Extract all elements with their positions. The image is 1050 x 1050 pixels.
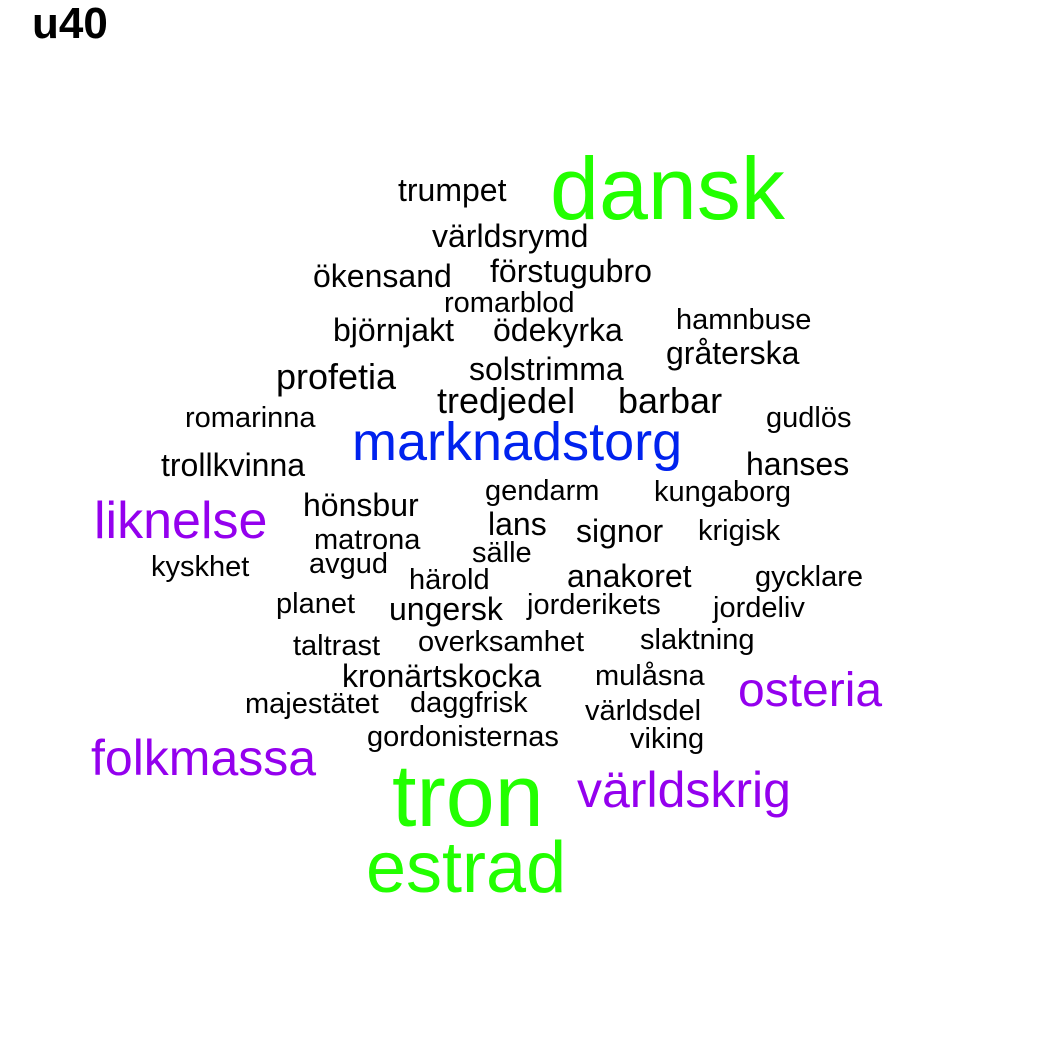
- cloud-word: krigisk: [698, 515, 781, 547]
- cloud-word: estrad: [366, 828, 567, 908]
- cloud-word: majestätet: [245, 688, 379, 720]
- page-title: u40: [32, 0, 108, 48]
- cloud-word: planet: [276, 588, 356, 620]
- cloud-word: romarinna: [185, 402, 316, 434]
- cloud-word: daggfrisk: [410, 687, 528, 719]
- cloud-word: världsdel: [585, 695, 702, 727]
- cloud-word: ökensand: [313, 258, 452, 294]
- cloud-word: overksamhet: [418, 626, 585, 658]
- cloud-word: härold: [409, 564, 490, 596]
- cloud-word: gudlös: [766, 402, 852, 434]
- cloud-word: barbar: [618, 380, 723, 421]
- cloud-word: folkmassa: [91, 730, 317, 786]
- cloud-word: solstrimma: [469, 351, 624, 387]
- cloud-word: hanses: [746, 446, 850, 482]
- cloud-word: kyskhet: [151, 551, 250, 583]
- cloud-word: marknadstorg: [352, 412, 683, 472]
- cloud-word: världskrig: [577, 762, 791, 818]
- cloud-word: hamnbuse: [676, 304, 812, 336]
- cloud-word: osteria: [738, 664, 883, 717]
- cloud-word: björnjakt: [333, 312, 454, 348]
- cloud-word: trollkvinna: [161, 447, 306, 483]
- cloud-word: romarblod: [444, 287, 575, 319]
- cloud-word: gråterska: [666, 335, 800, 371]
- cloud-word: hönsbur: [303, 487, 419, 523]
- cloud-word: förstugubro: [490, 253, 652, 289]
- cloud-word: signor: [576, 513, 664, 549]
- cloud-word: ödekyrka: [493, 312, 623, 348]
- cloud-word: jorderikets: [527, 589, 661, 621]
- cloud-word: matrona: [314, 524, 421, 556]
- cloud-word: tredjedel: [437, 380, 576, 421]
- cloud-word: anakoret: [567, 558, 692, 594]
- cloud-word: mulåsna: [595, 660, 705, 692]
- cloud-word: gendarm: [485, 475, 600, 507]
- cloud-word: viking: [630, 723, 705, 755]
- cloud-word: tron: [392, 746, 544, 845]
- cloud-word: kronärtskocka: [342, 658, 542, 694]
- cloud-word: sälle: [472, 537, 532, 569]
- cloud-word: gycklare: [755, 561, 863, 593]
- cloud-word: dansk: [550, 139, 785, 238]
- cloud-word: ungersk: [389, 591, 503, 627]
- cloud-word: profetia: [276, 356, 397, 397]
- cloud-word: avgud: [309, 548, 389, 580]
- cloud-word: gordonisternas: [367, 721, 559, 753]
- cloud-word: jordeliv: [713, 592, 805, 624]
- cloud-word: lans: [488, 506, 547, 542]
- cloud-word: kungaborg: [654, 476, 792, 508]
- cloud-word: liknelse: [94, 492, 268, 550]
- cloud-word: slaktning: [640, 624, 755, 656]
- cloud-word: trumpet: [398, 172, 507, 208]
- cloud-word: taltrast: [293, 630, 381, 662]
- cloud-word: världsrymd: [432, 218, 589, 254]
